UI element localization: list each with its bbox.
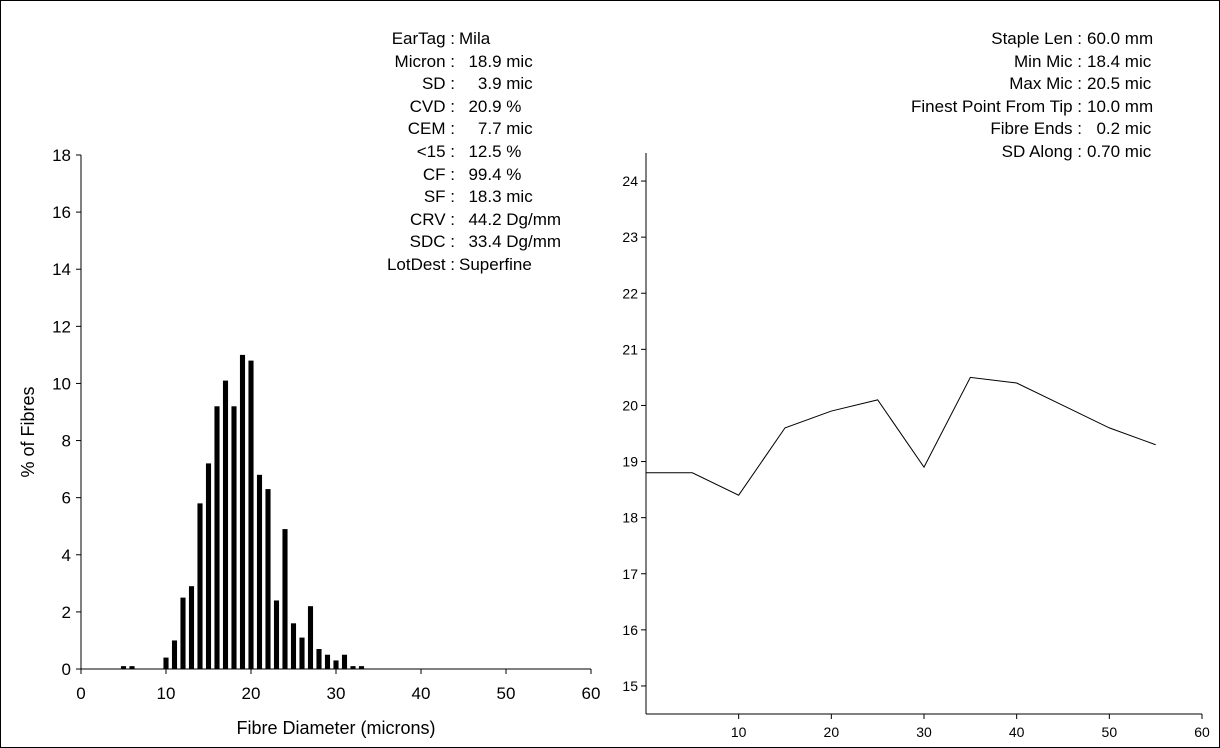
histogram-bar bbox=[350, 666, 356, 669]
histogram-bar bbox=[282, 529, 288, 669]
histogram-bar bbox=[341, 654, 348, 669]
summary-left-value: 18.3 mic bbox=[459, 187, 533, 207]
summary-left-label: Micron : bbox=[394, 51, 455, 71]
histogram-y-tick-label: 6 bbox=[62, 489, 71, 508]
histogram-y-tick-label: 10 bbox=[52, 374, 71, 393]
histogram-bar bbox=[129, 666, 135, 669]
summary-right-value: 20.5 mic bbox=[1087, 74, 1152, 94]
summary-left-value: 18.9 mic bbox=[459, 51, 533, 71]
summary-left-label: <15 : bbox=[416, 141, 455, 161]
histogram-y-tick-label: 2 bbox=[62, 603, 71, 622]
histogram-bar bbox=[299, 637, 305, 669]
summary-left-value: 12.5 % bbox=[459, 141, 522, 161]
summary-right-value: 0.70 mic bbox=[1087, 141, 1152, 161]
profile-y-tick-label: 17 bbox=[622, 566, 638, 582]
summary-left-value: 7.7 mic bbox=[459, 119, 533, 139]
histogram-x-tick-label: 20 bbox=[242, 684, 261, 703]
histogram-bar bbox=[120, 666, 127, 669]
histogram-bar bbox=[188, 586, 195, 669]
profile-series-line bbox=[646, 376, 1156, 496]
profile-y-tick-label: 24 bbox=[622, 173, 638, 189]
summary-left-label: LotDest : bbox=[386, 254, 455, 274]
profile-y-tick-label: 20 bbox=[622, 397, 638, 413]
profile-y-tick-label: 21 bbox=[622, 341, 638, 357]
summary-left-value: Mila bbox=[459, 29, 491, 48]
summary-left-label: CRV : bbox=[409, 209, 455, 229]
profile-y-tick-label: 18 bbox=[622, 510, 638, 526]
profile-y-tick-label: 19 bbox=[622, 454, 638, 470]
profile-x-tick-label: 20 bbox=[824, 724, 840, 740]
summary-right-value: 0.2 mic bbox=[1087, 119, 1152, 139]
histogram-bar bbox=[163, 657, 169, 669]
histogram-y-tick-label: 4 bbox=[62, 546, 71, 565]
summary-left-label: EarTag : bbox=[391, 29, 455, 48]
histogram-bar bbox=[333, 660, 339, 669]
profile-x-tick-label: 60 bbox=[1194, 724, 1210, 740]
histogram-x-tick-label: 50 bbox=[497, 684, 516, 703]
histogram-bar bbox=[197, 503, 203, 669]
summary-right-value: 18.4 mic bbox=[1087, 51, 1152, 71]
summary-right-label: Staple Len : bbox=[991, 29, 1082, 48]
histogram-y-tick-label: 8 bbox=[62, 432, 71, 451]
histogram-x-tick-label: 10 bbox=[157, 684, 176, 703]
histogram-y-tick-label: 18 bbox=[52, 146, 71, 165]
profile-x-tick-label: 40 bbox=[1009, 724, 1025, 740]
profile-x-tick-label: 50 bbox=[1102, 724, 1118, 740]
summary-left-label: CF : bbox=[422, 164, 455, 184]
summary-right-label: Fibre Ends : bbox=[990, 119, 1082, 139]
histogram-bar bbox=[214, 406, 220, 669]
histogram-y-axis-label: % of Fibres bbox=[18, 386, 38, 477]
histogram-bar bbox=[205, 463, 212, 669]
summary-left-label: SD : bbox=[421, 74, 455, 94]
histogram-bar bbox=[231, 406, 237, 669]
summary-left-label: SDC : bbox=[409, 232, 455, 252]
summary-right-value: 10.0 mm bbox=[1087, 96, 1154, 116]
histogram-bar bbox=[248, 360, 254, 669]
summary-left-value: 99.4 % bbox=[459, 164, 522, 184]
profile-y-tick-label: 16 bbox=[622, 622, 638, 638]
summary-left-value: 33.4 Dg/mm bbox=[459, 232, 562, 252]
histogram-x-tick-label: 0 bbox=[76, 684, 85, 703]
summary-right-label: SD Along : bbox=[1001, 141, 1082, 161]
histogram-y-tick-label: 12 bbox=[52, 317, 71, 336]
histogram-chart: 0 2 4 6 8 10 12 14 16 18 0 10 20 30 40 50 60 Fibre Diamet… bbox=[18, 146, 600, 738]
profile-y-tick-label: 22 bbox=[622, 285, 638, 301]
summary-left-label: CEM : bbox=[407, 119, 455, 139]
summary-left-value: 3.9 mic bbox=[459, 74, 533, 94]
histogram-bar bbox=[180, 597, 186, 669]
histogram-bar bbox=[265, 489, 271, 669]
summary-left-value: 20.9 % bbox=[459, 96, 522, 116]
histogram-x-tick-label: 40 bbox=[412, 684, 431, 703]
histogram-bar bbox=[222, 380, 229, 669]
profile-x-tick-label: 30 bbox=[916, 724, 932, 740]
summary-left-value: 44.2 Dg/mm bbox=[459, 209, 562, 229]
histogram-bar bbox=[171, 640, 178, 669]
histogram-bar bbox=[316, 649, 322, 669]
histogram-bar bbox=[358, 666, 365, 669]
summary-left-label: SF : bbox=[423, 187, 455, 207]
summary-right-label: Min Mic : bbox=[1014, 51, 1082, 71]
summary-left-value: Superfine bbox=[459, 254, 532, 274]
histogram-bar bbox=[290, 623, 297, 669]
histogram-bar bbox=[307, 606, 314, 669]
profile-y-tick-label: 15 bbox=[622, 678, 638, 694]
summary-right-value: 60.0 mm bbox=[1087, 29, 1154, 48]
histogram-y-tick-label: 16 bbox=[52, 203, 71, 222]
histogram-y-tick-label: 0 bbox=[62, 660, 71, 679]
histogram-y-tick-label: 14 bbox=[52, 260, 71, 279]
histogram-x-tick-label: 30 bbox=[327, 684, 346, 703]
histogram-bar bbox=[239, 354, 246, 669]
histogram-x-tick-label: 60 bbox=[582, 684, 601, 703]
histogram-bar bbox=[324, 654, 331, 669]
histogram-x-axis-label: Fibre Diameter (microns) bbox=[236, 718, 435, 738]
profile-line-chart: 15 16 17 18 19 20 21 22 23 24 10 20 30 40 50 60 bbox=[622, 153, 1210, 740]
profile-x-tick-label: 10 bbox=[731, 724, 747, 740]
summary-right-label: Finest Point From Tip : bbox=[911, 96, 1082, 116]
profile-y-tick-label: 23 bbox=[622, 229, 638, 245]
histogram-bar bbox=[273, 600, 280, 669]
summary-right-label: Max Mic : bbox=[1009, 74, 1082, 94]
histogram-bar bbox=[256, 474, 263, 669]
summary-left-label: CVD : bbox=[409, 96, 455, 116]
